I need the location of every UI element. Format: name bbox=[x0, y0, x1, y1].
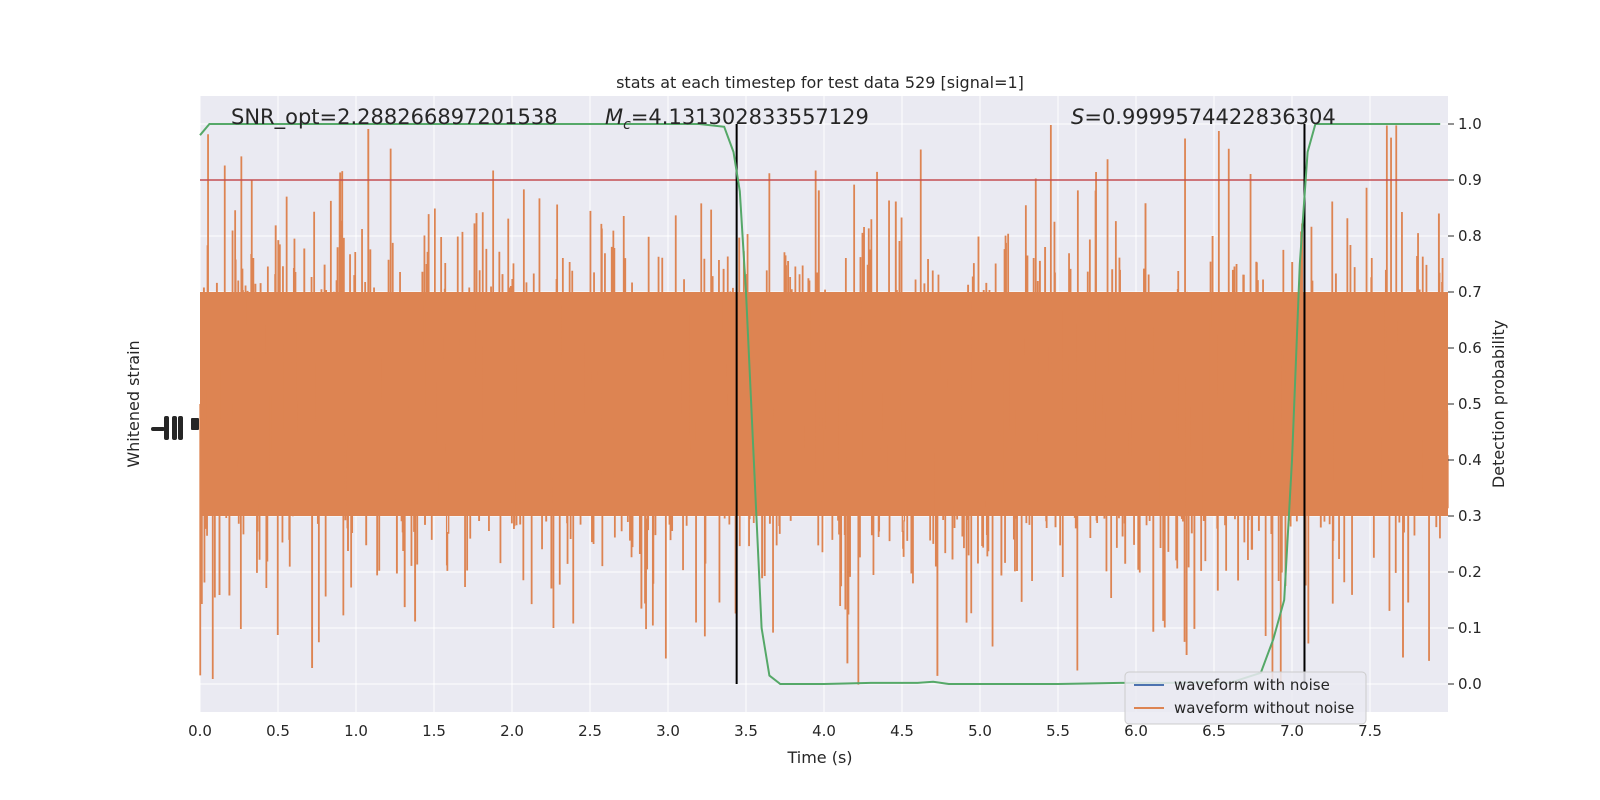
left-y-axis-label: Whitened strain bbox=[124, 340, 143, 467]
y-tick-label: 0.6 bbox=[1458, 339, 1482, 357]
x-tick-label: 1.5 bbox=[422, 722, 446, 740]
detection-probability-line bbox=[199, 123, 1441, 685]
score-value: =0.9999574422836304 bbox=[1084, 105, 1335, 129]
y-tick-label: 0.3 bbox=[1458, 507, 1482, 525]
x-axis-label: Time (s) bbox=[786, 748, 852, 767]
x-tick-label: 5.5 bbox=[1046, 722, 1070, 740]
right-y-axis-ticks: 0.0 0.1 0.2 0.3 0.4 0.5 0.6 0.7 0.8 0.9 1.0 bbox=[1448, 115, 1482, 693]
chart-title: stats at each timestep for test data 529… bbox=[616, 73, 1024, 92]
right-y-axis-label: Detection probability bbox=[1489, 320, 1508, 488]
left-axis-tick-glyphs bbox=[151, 416, 199, 440]
legend-label-without-noise: waveform without noise bbox=[1174, 699, 1354, 717]
noise-waveform-path bbox=[199, 124, 1449, 685]
y-tick-label: 1.0 bbox=[1458, 115, 1482, 133]
y-tick-label: 0.5 bbox=[1458, 395, 1482, 413]
x-tick-label: 2.0 bbox=[500, 722, 524, 740]
snr-annotation: SNR_opt=2.288266897201538 bbox=[231, 105, 558, 130]
x-tick-label: 7.0 bbox=[1280, 722, 1304, 740]
x-tick-label: 3.5 bbox=[734, 722, 758, 740]
chirp-mass-value: =4.131302833557129 bbox=[631, 105, 869, 129]
legend-label-with-noise: waveform with noise bbox=[1174, 676, 1330, 694]
legend-box bbox=[1124, 671, 1367, 725]
y-tick-label: 0.0 bbox=[1458, 675, 1482, 693]
chirp-mass-annotation: Mc=4.131302833557129 bbox=[605, 105, 869, 133]
y-tick-label: 0.4 bbox=[1458, 451, 1482, 469]
x-tick-label: 6.0 bbox=[1124, 722, 1148, 740]
left-tick-mark bbox=[151, 427, 165, 431]
chirp-mass-subscript: c bbox=[623, 117, 631, 133]
left-tick-mark bbox=[191, 418, 199, 430]
y-tick-label: 0.9 bbox=[1458, 171, 1482, 189]
noise-waveform-series bbox=[199, 124, 1449, 685]
left-tick-mark bbox=[178, 416, 183, 440]
score-symbol: S bbox=[1071, 105, 1084, 129]
x-tick-label: 7.5 bbox=[1358, 722, 1382, 740]
x-tick-label: 4.0 bbox=[812, 722, 836, 740]
left-tick-mark bbox=[164, 416, 169, 440]
score-annotation: S=0.9999574422836304 bbox=[1071, 105, 1336, 129]
x-tick-label: 2.5 bbox=[578, 722, 602, 740]
chirp-mass-symbol: M bbox=[605, 105, 623, 129]
x-tick-label: 6.5 bbox=[1202, 722, 1226, 740]
y-tick-label: 0.1 bbox=[1458, 619, 1482, 637]
x-tick-label: 0.0 bbox=[188, 722, 212, 740]
x-tick-label: 3.0 bbox=[656, 722, 680, 740]
x-tick-label: 0.5 bbox=[266, 722, 290, 740]
y-tick-label: 0.2 bbox=[1458, 563, 1482, 581]
legend: waveform with noise waveform without noi… bbox=[1124, 671, 1367, 725]
x-tick-label: 5.0 bbox=[968, 722, 992, 740]
left-tick-mark bbox=[172, 416, 177, 440]
y-tick-label: 0.8 bbox=[1458, 227, 1482, 245]
x-axis-ticks: 0.0 0.5 1.0 1.5 2.0 2.5 3.0 3.5 4.0 4.5 5.0 5.5 6.0 6… bbox=[188, 722, 1382, 740]
y-tick-label: 0.7 bbox=[1458, 283, 1482, 301]
x-tick-label: 4.5 bbox=[890, 722, 914, 740]
x-tick-label: 1.0 bbox=[344, 722, 368, 740]
